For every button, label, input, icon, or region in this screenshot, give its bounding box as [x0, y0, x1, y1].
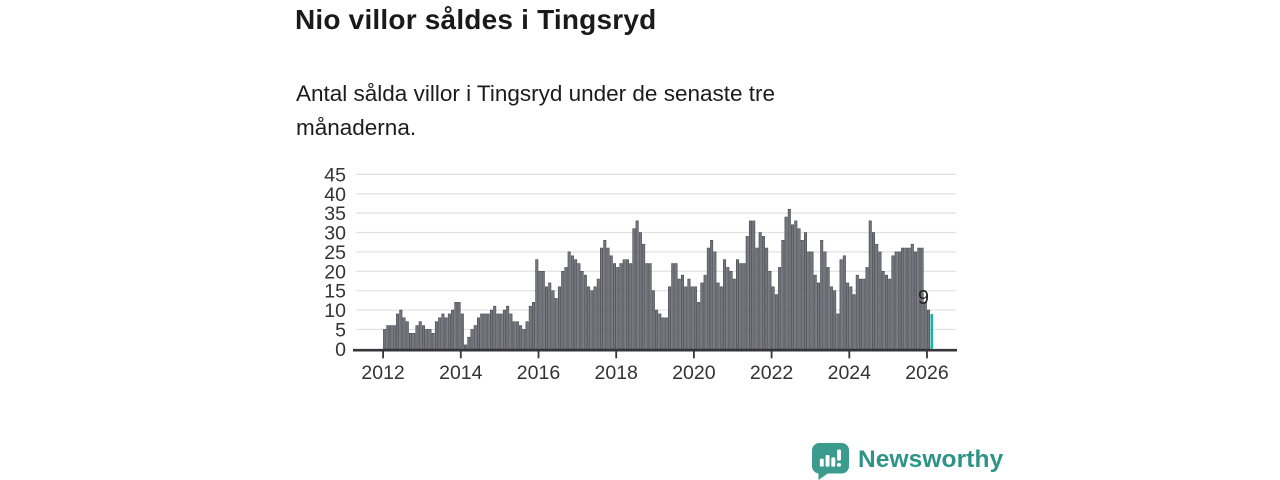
logo-bubble [812, 443, 849, 480]
svg-text:25: 25 [324, 242, 346, 264]
svg-text:2018: 2018 [595, 362, 638, 384]
svg-text:15: 15 [324, 281, 346, 303]
svg-text:10: 10 [324, 300, 346, 322]
svg-text:35: 35 [324, 203, 346, 225]
chart-area: 2012 2014 2016 2018 2020 2022 2024 2026 0 5 10 15 20… [300, 158, 962, 398]
svg-text:30: 30 [324, 223, 346, 245]
svg-text:40: 40 [324, 184, 346, 206]
svg-text:0: 0 [335, 339, 346, 361]
svg-text:5: 5 [335, 319, 346, 341]
svg-text:20: 20 [324, 261, 346, 283]
branding: Newsworthy [812, 443, 1003, 480]
svg-text:2012: 2012 [361, 362, 404, 384]
svg-text:2024: 2024 [828, 362, 872, 384]
svg-text:2020: 2020 [672, 362, 716, 384]
svg-text:2022: 2022 [750, 362, 793, 384]
svg-text:2016: 2016 [517, 362, 560, 384]
brand-name: Newsworthy [858, 446, 1004, 473]
highlight-value-label: 9 [918, 287, 929, 309]
svg-text:45: 45 [324, 164, 346, 186]
svg-text:2026: 2026 [905, 362, 948, 384]
chart-subtitle: Antal sålda villor i Tingsryd under de s… [296, 81, 776, 140]
bar-chart-speech-bubble-icon [812, 443, 849, 480]
svg-text:2014: 2014 [439, 362, 483, 384]
chart: 2012 2014 2016 2018 2020 2022 2024 2026 05101520… [324, 164, 957, 384]
page-title: Nio villor såldes i Tingsryd [295, 4, 657, 35]
